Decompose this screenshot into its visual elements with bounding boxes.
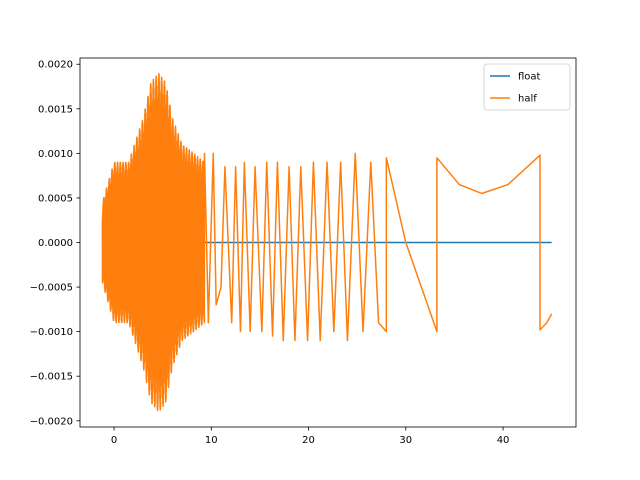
y-tick-label: −0.0015 [30, 372, 73, 383]
y-tick-label: 0.0005 [38, 193, 73, 204]
x-tick-label: 0 [111, 435, 117, 446]
x-tick-label: 40 [497, 435, 510, 446]
x-tick-label: 10 [205, 435, 218, 446]
legend-label-half: half [518, 94, 537, 105]
series-group [101, 72, 553, 411]
y-tick-label: 0.0020 [38, 60, 73, 71]
plot-area [101, 72, 553, 411]
y-tick-label: −0.0010 [30, 327, 73, 338]
x-tick-label: 20 [302, 435, 315, 446]
y-tick-label: −0.0005 [30, 283, 73, 294]
legend: float half [483, 63, 571, 111]
y-tick-label: 0.0000 [38, 238, 73, 249]
y-tick-label: 0.0010 [38, 149, 73, 160]
axes: 0 10 20 30 40 −0.0020 −0.0015 −0.0010 −0.0005 0.0… [30, 57, 577, 446]
legend-label-float: float [518, 72, 541, 83]
y-tick-label: 0.0015 [38, 104, 73, 115]
x-tick-label: 30 [399, 435, 412, 446]
series-line-half [101, 72, 553, 411]
y-tick-label: −0.0020 [30, 416, 73, 427]
